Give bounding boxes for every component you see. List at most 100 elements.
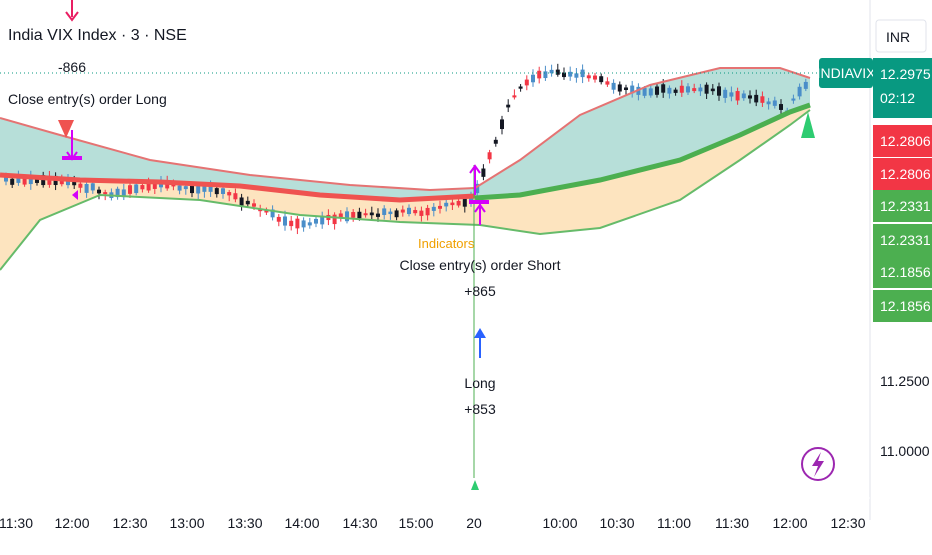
svg-text:12.1856: 12.1856 (880, 264, 931, 280)
arrow-up-icon (474, 328, 486, 358)
candle (425, 204, 430, 221)
candle (239, 193, 244, 211)
candle (766, 97, 771, 110)
basis-line-red (0, 172, 476, 203)
candle (586, 72, 591, 82)
candle (97, 186, 101, 200)
upper-band-fill (0, 68, 810, 200)
candle (791, 94, 796, 104)
svg-text:12.2975: 12.2975 (880, 66, 931, 82)
x-tick-label: 10:30 (599, 515, 634, 531)
candle (593, 72, 597, 83)
price-tag: 12.2331 (873, 224, 932, 256)
candle (332, 212, 337, 230)
x-tick-label: 13:30 (227, 515, 262, 531)
candle (555, 63, 560, 77)
long-pnl: +853 (464, 401, 496, 417)
candle (400, 205, 405, 217)
candle (717, 82, 721, 101)
svg-text:02:12: 02:12 (880, 90, 915, 106)
triangle-up-icon (471, 480, 479, 490)
candle (221, 185, 225, 199)
time-axis[interactable]: 11:30 12:00 12:30 13:00 13:30 14:00 14:30 15:00… (0, 497, 870, 531)
price-tag: 12.1856 (873, 290, 932, 322)
svg-text:12.2806: 12.2806 (880, 133, 931, 149)
candle (506, 99, 511, 113)
svg-text:12.2331: 12.2331 (880, 232, 931, 248)
candle (772, 96, 777, 109)
svg-text:12.2331: 12.2331 (880, 198, 931, 214)
x-tick-label: 11:30 (0, 515, 33, 531)
short-close-label: Close entry(s) order Short (399, 257, 560, 273)
x-tick-label: 20 (466, 515, 482, 531)
price-tag: 12.2975 02:12 (873, 58, 932, 118)
candle (580, 64, 585, 84)
lower-band-fill (0, 105, 810, 270)
long-close-pnl: -866 (58, 59, 86, 75)
candle (314, 216, 318, 228)
candle (481, 164, 486, 181)
price-tags: 12.2975 02:12 12.2806 12.2806 12.2331 12.2331… (873, 58, 932, 322)
candle (431, 203, 436, 217)
x-tick-label: 14:00 (284, 515, 319, 531)
candle (735, 87, 740, 105)
x-tick-label: 11:00 (657, 515, 691, 531)
candle (524, 75, 529, 91)
price-tag: 12.2331 (873, 190, 932, 222)
candle (227, 189, 232, 202)
lightning-icon[interactable] (801, 447, 835, 481)
candle (512, 89, 517, 100)
x-tick-label: 12:30 (112, 515, 147, 531)
bollinger-bands (0, 68, 810, 270)
long-close-label: Close entry(s) order Long (8, 91, 167, 107)
candle (301, 217, 306, 232)
candle (543, 65, 548, 81)
candle (233, 188, 238, 203)
chart-title: India VIX Index · 3 · NSE (8, 27, 187, 44)
candle (320, 211, 325, 229)
x-tick-label: 15:00 (398, 515, 433, 531)
candle (599, 73, 604, 85)
candle (382, 205, 387, 220)
candle (295, 216, 300, 235)
candle (369, 206, 374, 221)
candle (214, 185, 219, 198)
candle (500, 115, 504, 135)
candle (307, 217, 312, 229)
svg-text:12.2806: 12.2806 (880, 166, 931, 182)
candle (289, 215, 294, 231)
candle (630, 80, 635, 98)
candle (537, 66, 542, 84)
price-tag: 12.2806 (873, 158, 932, 190)
basis-line-green (474, 102, 811, 201)
candle (487, 149, 492, 164)
short-close-pnl: +865 (464, 283, 496, 299)
long-label: Long (464, 375, 495, 391)
candle (741, 90, 746, 101)
x-tick-label: 13:00 (169, 515, 204, 531)
candle (673, 87, 678, 96)
candle (518, 84, 523, 92)
candle (438, 200, 442, 214)
candle (121, 183, 126, 201)
candle (283, 210, 287, 231)
x-tick-label: 12:00 (54, 515, 89, 531)
candle (450, 198, 455, 211)
candle (624, 84, 628, 96)
candle (617, 81, 622, 96)
candle (444, 198, 449, 212)
candle (723, 87, 728, 103)
svg-text:12.1856: 12.1856 (880, 298, 931, 314)
candle (797, 83, 802, 100)
indicators-label: Indicators (418, 236, 475, 251)
currency-label[interactable]: INR (886, 29, 910, 45)
candle (407, 204, 411, 217)
candle (264, 207, 269, 216)
candle (78, 180, 83, 193)
arrow-down-icon (65, 0, 79, 22)
currency-box (875, 19, 927, 53)
candle (779, 99, 783, 116)
trade-markers (58, 0, 815, 490)
